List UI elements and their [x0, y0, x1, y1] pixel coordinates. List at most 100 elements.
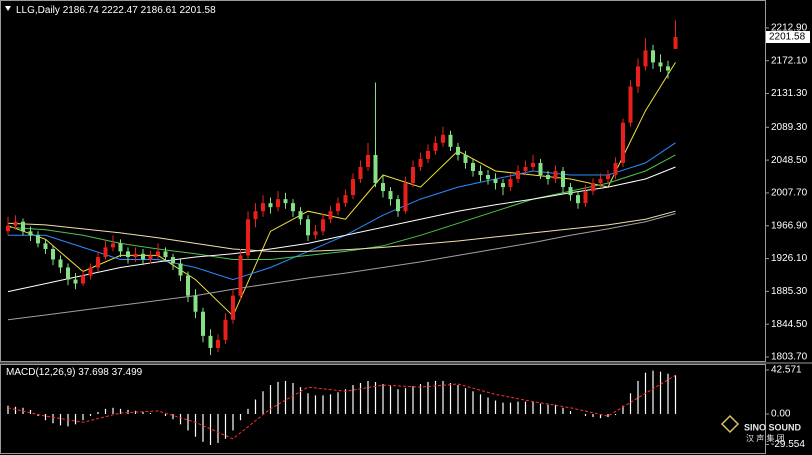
open-value: 2186.74: [63, 5, 100, 16]
candle-body: [96, 257, 100, 268]
candle-body: [463, 154, 468, 163]
candle-body: [246, 219, 250, 256]
candle-body: [516, 170, 520, 180]
candle-body: [343, 195, 348, 204]
candle-body: [261, 203, 265, 212]
candle-body: [253, 211, 258, 220]
candle-body: [373, 154, 378, 184]
candle-body: [636, 66, 640, 87]
candle-body: [186, 275, 190, 296]
candle-body: [171, 257, 175, 264]
candle-body: [148, 255, 153, 260]
candle-body: [328, 211, 333, 220]
candle-body: [388, 191, 393, 200]
y-tick-label: 1844.50: [771, 319, 808, 330]
close-value: 2201.58: [180, 5, 217, 16]
high-value: 2222.47: [102, 5, 139, 16]
watermark-logo: [720, 414, 740, 434]
low-value: 2186.61: [141, 5, 178, 16]
candle-body: [193, 295, 198, 312]
candle-body: [666, 66, 670, 71]
macd-title: MACD(12,26,9): [6, 367, 75, 378]
watermark-brand: SINO SOUND: [744, 422, 802, 432]
y-tick-label: 1885.30: [771, 286, 808, 297]
candle-body: [66, 267, 70, 280]
main-panel-frame: [0, 0, 766, 362]
candle-body: [231, 295, 235, 320]
symbol-header: LLG,Daily 2186.74 2222.47 2186.61 2201.5…: [16, 5, 216, 16]
candle-body: [538, 162, 543, 176]
candle-body: [208, 335, 213, 348]
candle-body: [283, 199, 288, 204]
candle-body: [471, 162, 475, 171]
candle-body: [621, 122, 625, 163]
candle-body: [51, 249, 55, 260]
candle-body: [366, 154, 370, 167]
candle-body: [133, 253, 138, 258]
candle-body: [606, 175, 610, 180]
candle-body: [306, 219, 310, 236]
y-tick-label: 2212.90: [771, 23, 808, 34]
candle-body: [456, 146, 460, 155]
candle-body: [81, 275, 85, 284]
candle-body: [478, 170, 483, 176]
candle-body: [216, 339, 220, 348]
candle-body: [43, 243, 48, 250]
candle-body: [351, 179, 355, 196]
candle-body: [178, 263, 183, 276]
y-tick-label: -29.554: [771, 439, 805, 450]
y-tick-label: 2131.30: [771, 88, 808, 99]
candle-body: [118, 243, 123, 252]
candle-body: [411, 166, 415, 184]
candle-body: [276, 199, 280, 208]
y-tick-label: 1803.70: [771, 352, 808, 363]
y-tick-label: 42.571: [771, 365, 802, 376]
candle-body: [658, 62, 663, 67]
macd-header: MACD(12,26,9) 37.698 37.499: [6, 367, 143, 378]
candle-body: [583, 191, 588, 204]
plot-area: 2212.90 2172.10 2131.30 2089.30 2048.50 2007.…: [6, 20, 810, 450]
y-tick-label: 2172.10: [771, 55, 808, 66]
candle-body: [6, 225, 10, 232]
candle-body: [111, 243, 115, 248]
candle-body: [13, 221, 18, 226]
candle-body: [598, 179, 603, 184]
chart-title: LLG,Daily: [16, 5, 60, 16]
candle-body: [426, 150, 430, 159]
y-tick-label: 2007.70: [771, 188, 808, 199]
candle-body: [36, 235, 40, 244]
moving-average-line: [7, 213, 676, 321]
y-tick-label: 2089.30: [771, 122, 808, 133]
candle-body: [493, 179, 498, 184]
candle-body: [628, 86, 633, 123]
watermark: SINO SOUND 汉 声 集 团: [720, 414, 802, 443]
y-tick-label: 1926.10: [771, 253, 808, 264]
signal-line: [7, 374, 676, 440]
candle-body: [238, 255, 243, 296]
candle-body: [73, 279, 78, 284]
candle-body: [298, 211, 303, 220]
candle-body: [643, 50, 648, 67]
candle-body: [291, 203, 295, 212]
candle-body: [403, 183, 408, 212]
candle-body: [441, 134, 445, 143]
last-price-label: 2201.58: [769, 32, 806, 43]
candle-body: [58, 259, 63, 268]
y-tick-label: 1966.90: [771, 220, 808, 231]
candle-body: [156, 251, 160, 256]
last-price-box: [766, 31, 810, 44]
candle-body: [591, 183, 595, 192]
candle-body: [508, 179, 513, 188]
watermark-chinese: 汉 声 集 团: [746, 433, 785, 443]
candle-body: [501, 183, 505, 188]
candle-body: [448, 134, 453, 147]
candle-body: [268, 203, 273, 208]
candle-body: [321, 219, 325, 232]
candle-body: [126, 251, 130, 258]
candle-body: [418, 158, 423, 167]
candle-body: [141, 253, 145, 260]
candle-body: [433, 142, 438, 151]
candle-body: [651, 50, 655, 63]
